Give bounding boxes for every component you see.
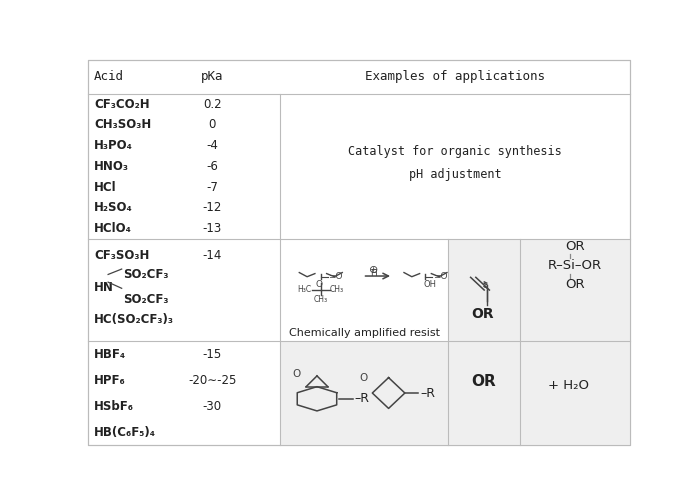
- Text: H: H: [370, 270, 377, 278]
- Text: OR: OR: [471, 308, 493, 322]
- Text: Examples of applications: Examples of applications: [365, 70, 545, 84]
- Bar: [280, 239, 448, 341]
- Text: =O: =O: [328, 272, 342, 281]
- Text: H₃C: H₃C: [298, 286, 312, 294]
- Text: CH₃SO₃H: CH₃SO₃H: [94, 118, 151, 132]
- Text: HSbF₆: HSbF₆: [94, 400, 134, 412]
- Text: 0.2: 0.2: [203, 98, 222, 110]
- Text: R–Si–OR: R–Si–OR: [548, 260, 602, 272]
- Text: CH₃: CH₃: [314, 295, 328, 304]
- Text: -4: -4: [206, 139, 218, 152]
- Text: CH₃: CH₃: [330, 286, 344, 294]
- Text: -13: -13: [203, 222, 222, 235]
- Text: OR: OR: [565, 278, 584, 291]
- Text: HNO₃: HNO₃: [94, 160, 129, 173]
- Text: 0: 0: [209, 118, 216, 132]
- Text: OR: OR: [472, 374, 496, 389]
- Text: HB(C₆F₅)₄: HB(C₆F₅)₄: [94, 426, 156, 438]
- Text: HPF₆: HPF₆: [94, 374, 126, 386]
- Text: Chemically amplified resist: Chemically amplified resist: [288, 328, 440, 338]
- Text: HCl: HCl: [94, 180, 117, 194]
- Text: Acid: Acid: [94, 70, 124, 84]
- Text: HClO₄: HClO₄: [94, 222, 132, 235]
- Text: CF₃CO₂H: CF₃CO₂H: [94, 98, 150, 110]
- Text: -20∼-25: -20∼-25: [188, 374, 237, 386]
- Bar: [448, 239, 630, 341]
- Text: -12: -12: [202, 202, 222, 214]
- Text: HC(SO₂CF₃)₃: HC(SO₂CF₃)₃: [94, 314, 174, 326]
- Text: –R: –R: [354, 392, 370, 406]
- Text: -30: -30: [203, 400, 222, 412]
- Text: + H₂O: + H₂O: [548, 379, 589, 392]
- Text: pKa: pKa: [201, 70, 223, 84]
- Text: =O: =O: [433, 272, 447, 281]
- Text: HBF₄: HBF₄: [94, 348, 126, 360]
- Text: O: O: [360, 374, 368, 384]
- Text: OR: OR: [565, 240, 584, 253]
- Text: pH adjustment: pH adjustment: [409, 168, 501, 180]
- Text: H₃PO₄: H₃PO₄: [94, 139, 133, 152]
- Text: CF₃SO₃H: CF₃SO₃H: [94, 248, 149, 262]
- Text: -15: -15: [203, 348, 222, 360]
- Text: Catalyst for organic synthesis: Catalyst for organic synthesis: [348, 144, 562, 158]
- Text: O: O: [315, 280, 322, 289]
- Text: HN: HN: [94, 280, 114, 293]
- Text: -7: -7: [206, 180, 218, 194]
- Text: OH: OH: [424, 280, 437, 289]
- Text: -14: -14: [202, 248, 222, 262]
- Bar: [280, 341, 630, 445]
- Text: -6: -6: [206, 160, 218, 173]
- Text: SO₂CF₃: SO₂CF₃: [122, 293, 168, 306]
- Text: ⊕: ⊕: [369, 265, 378, 275]
- Text: SO₂CF₃: SO₂CF₃: [122, 268, 168, 281]
- Text: O: O: [293, 369, 301, 379]
- Text: –R: –R: [420, 386, 435, 400]
- Text: H₂SO₄: H₂SO₄: [94, 202, 133, 214]
